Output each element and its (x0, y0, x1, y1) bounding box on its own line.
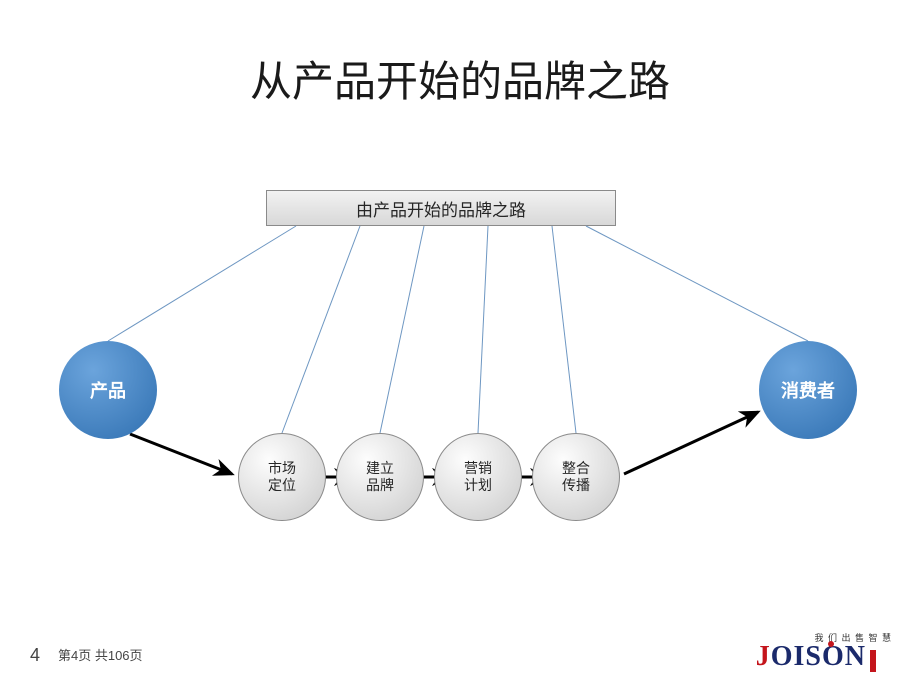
step-node-2: 营销 计划 (434, 433, 522, 521)
step-node-3: 整合 传播 (532, 433, 620, 521)
slide-title: 从产品开始的品牌之路 (0, 48, 920, 109)
cradle-lines (108, 226, 808, 433)
logo: 我 们 出 售 智 慧 JOISON (756, 631, 892, 672)
logo-wordmark: JOISON (756, 644, 892, 672)
node-consumer: 消费者 (759, 341, 857, 439)
banner-label: 由产品开始的品牌之路 (266, 190, 616, 226)
banner-text: 由产品开始的品牌之路 (356, 196, 526, 221)
page-counter: 第4页 共106页 (58, 645, 143, 664)
node-product: 产品 (59, 341, 157, 439)
page-number: 4 (30, 645, 40, 666)
step-node-0: 市场 定位 (238, 433, 326, 521)
slide: 从产品开始的品牌之路 由产品开始的品牌之路 产品 消费者 市场 定位建立 品牌营销… (0, 0, 920, 690)
step-node-1: 建立 品牌 (336, 433, 424, 521)
